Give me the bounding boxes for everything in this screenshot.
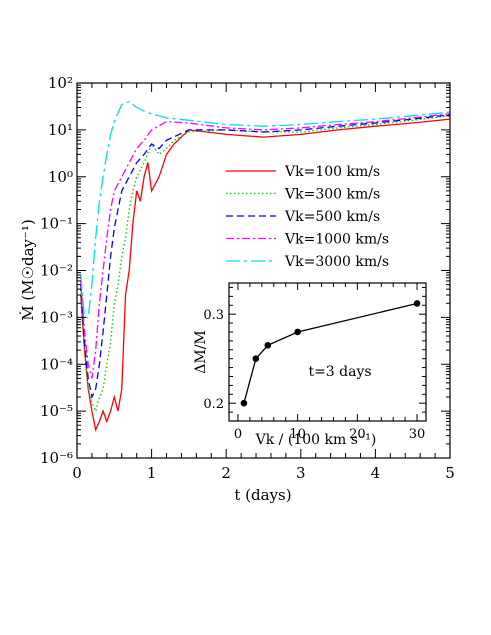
inset-point (264, 342, 272, 349)
inset-x-tick-label: 0 (234, 427, 242, 442)
series-line-3 (80, 114, 451, 400)
y-tick-label: 10⁻⁶ (40, 449, 73, 467)
x-tick-label: 1 (147, 464, 157, 482)
series-line-5 (80, 100, 451, 319)
y-tick-label: 10⁻⁵ (40, 402, 73, 420)
legend-label-1: Vk=100 km/s (284, 164, 380, 180)
y-tick-label: 10⁰ (48, 168, 73, 186)
legend-label-4: Vk=1000 km/s (284, 232, 389, 248)
inset-y-axis-label: ΔM/M (193, 330, 209, 374)
x-tick-label: 4 (371, 464, 381, 482)
legend-label-3: Vk=500 km/s (284, 209, 380, 225)
x-tick-label: 5 (445, 464, 455, 482)
y-tick-label: 10⁻⁴ (40, 355, 73, 373)
y-tick-label: 10⁻² (40, 262, 73, 280)
y-tick-label: 10⁻³ (40, 308, 73, 326)
series-line-2 (80, 115, 451, 414)
legend: Vk=100 km/s Vk=300 km/s Vk=500 km/s Vk=1000… (226, 164, 389, 270)
inset-y-tick-label: 0.2 (203, 397, 224, 412)
legend-label-2: Vk=300 km/s (284, 187, 380, 203)
main-x-axis-label: t (days) (234, 486, 291, 504)
inset-x-tick-label: 20 (349, 427, 366, 442)
x-tick-label: 0 (72, 464, 82, 482)
y-tick-label: 10⁻¹ (40, 215, 73, 233)
inset-frame (228, 282, 427, 422)
y-tick-label: 10² (48, 74, 73, 92)
inset-point (294, 328, 301, 336)
series-line-1 (80, 118, 451, 432)
main-chart: 0 1 2 3 4 5 10⁻⁶ 10⁻⁵ 10⁻⁴ 10⁻³ 10⁻² 10⁻¹ 10⁰ 10¹ 10²… (19, 74, 455, 504)
series-line-4 (80, 113, 451, 379)
inset-x-tick-label: 30 (409, 427, 426, 442)
inset-x-axis-label: Vk / (100 km s⁻¹) (255, 432, 377, 448)
inset-chart: 0 10 20 30 0.2 0.3 t=3 days Vk / (100 km s⁻¹… (193, 282, 427, 448)
inset-y-tick-label: 0.3 (203, 308, 224, 323)
main-y-axis-label: Ṁ (M☉day⁻¹) (19, 219, 37, 321)
inset-point (240, 399, 248, 407)
x-tick-label: 3 (296, 464, 306, 482)
y-tick-label: 10¹ (48, 121, 73, 139)
inset-point (413, 300, 421, 307)
legend-label-5: Vk=3000 km/s (284, 254, 389, 270)
x-tick-label: 2 (221, 464, 231, 482)
inset-point (252, 355, 260, 362)
inset-annotation: t=3 days (308, 364, 371, 380)
inset-x-tick-label: 10 (289, 427, 306, 442)
